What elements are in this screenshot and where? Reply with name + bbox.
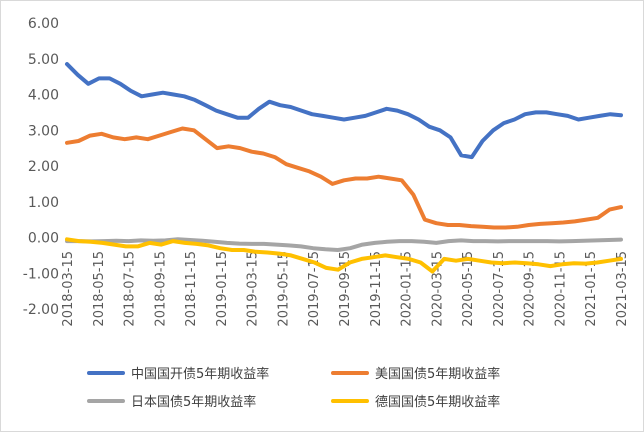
legend-swatch [87, 370, 125, 375]
legend-item-japan-jgb: 日本国债5年期收益率 [87, 391, 256, 410]
x-axis-labels: 2018-03-15 2018-05-15 2018-07-15 2018-09-15… [61, 251, 630, 327]
x-tick-label: 2018-11-15 [184, 251, 199, 327]
x-tick-label: 2020-09-15 [523, 251, 538, 327]
legend-item-germany-bund: 德国国债5年期收益率 [331, 391, 500, 410]
legend-swatch [87, 398, 125, 403]
x-tick-label: 2019-11-15 [369, 251, 384, 327]
series-line-1 [65, 126, 623, 230]
x-tick-label: 2018-05-15 [92, 251, 107, 327]
series-line-2 [65, 237, 623, 252]
line-chart: 6.00 5.00 4.00 3.00 2.00 1.00 0.00 -1.00 -2.00 2… [23, 16, 630, 327]
x-tick-label: 2018-03-15 [61, 251, 76, 327]
series-line-0 [65, 62, 623, 160]
x-tick-label: 2021-01-15 [584, 251, 599, 327]
y-tick-label: 3.00 [28, 123, 59, 139]
legend-label: 中国国开债5年期收益率 [131, 367, 270, 382]
y-tick-label: -2.00 [23, 302, 59, 318]
y-tick-label: 5.00 [28, 52, 59, 68]
series-lines [65, 62, 623, 274]
y-tick-label: 1.00 [28, 195, 59, 211]
legend-label: 日本国债5年期收益率 [131, 395, 257, 410]
x-tick-label: 2020-01-15 [400, 251, 415, 327]
y-tick-label: 0.00 [28, 231, 59, 247]
series-line-3 [65, 237, 623, 274]
x-tick-label: 2020-05-15 [461, 251, 476, 327]
y-tick-label: 4.00 [28, 88, 59, 104]
x-tick-label: 2019-09-15 [338, 251, 353, 327]
x-tick-label: 2019-01-15 [215, 251, 230, 327]
x-tick-label: 2019-05-15 [276, 251, 291, 327]
legend-swatch [331, 370, 369, 375]
x-tick-label: 2021-03-15 [615, 251, 630, 327]
y-tick-label: 2.00 [28, 159, 59, 175]
x-tick-label: 2020-07-15 [492, 251, 507, 327]
x-tick-label: 2019-03-15 [246, 251, 261, 327]
x-tick-label: 2018-07-15 [123, 251, 138, 327]
legend-item-china-cdb: 中国国开债5年期收益率 [87, 363, 269, 382]
y-axis-labels: 6.00 5.00 4.00 3.00 2.00 1.00 0.00 -1.00 -2.00 [23, 16, 59, 318]
legend-swatch [331, 398, 369, 403]
legend-label: 德国国债5年期收益率 [375, 395, 501, 410]
x-tick-label: 2018-09-15 [153, 251, 168, 327]
x-tick-label: 2020-11-15 [553, 251, 568, 327]
y-tick-label: -1.00 [23, 266, 59, 282]
legend-item-us-treasury: 美国国债5年期收益率 [331, 363, 500, 382]
y-tick-label: 6.00 [28, 16, 59, 32]
x-tick-label: 2019-07-15 [307, 251, 322, 327]
legend-label: 美国国债5年期收益率 [375, 367, 501, 382]
chart-legend: 中国国开债5年期收益率 美国国债5年期收益率 日本国债5年期收益率 德国国债5年… [1, 363, 644, 423]
